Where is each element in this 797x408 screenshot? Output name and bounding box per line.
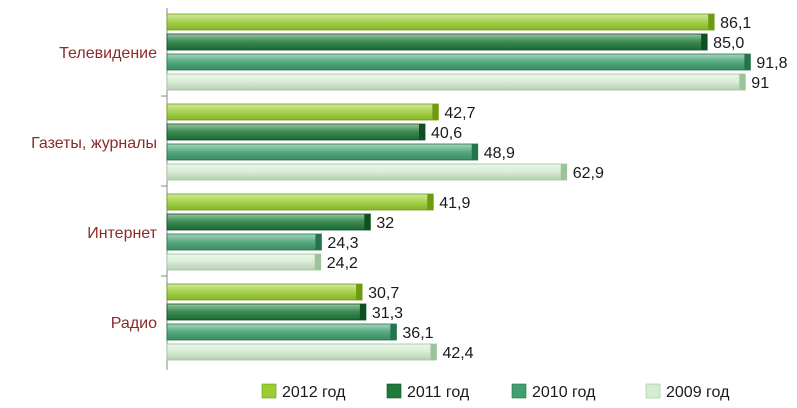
bar-gloss (167, 34, 708, 50)
bar-end-cap (701, 34, 708, 50)
bar-gloss (167, 144, 478, 160)
data-label: 86,1 (720, 15, 751, 32)
bar-end-cap (744, 54, 751, 70)
data-label: 85,0 (713, 35, 744, 52)
bar-end-cap (359, 304, 366, 320)
legend-entry: 2010 год (532, 384, 596, 401)
bar-end-cap (708, 14, 715, 30)
bar-outline (166, 73, 746, 91)
bar (166, 33, 708, 51)
bar-end-cap (427, 194, 434, 210)
bar-outline (166, 103, 439, 121)
data-label: 48,9 (484, 145, 515, 162)
bar-end-cap (432, 104, 439, 120)
data-label: 41,9 (439, 195, 470, 212)
data-label: 30,7 (368, 285, 399, 302)
bar-outline (166, 163, 568, 181)
legend-swatch (645, 383, 661, 399)
bar-gloss (167, 214, 371, 230)
bar-end-cap (419, 124, 426, 140)
bar-gloss (167, 124, 426, 140)
bar-gloss (167, 254, 321, 270)
data-label: 62,9 (573, 165, 604, 182)
bar-outline (166, 53, 751, 71)
legend-swatch (261, 383, 277, 399)
bar-end-cap (560, 164, 567, 180)
category-label: Интернет (87, 225, 157, 242)
bar (166, 303, 367, 321)
bar (166, 213, 371, 231)
bar-gloss (167, 304, 366, 320)
bar (166, 123, 426, 141)
bar-end-cap (315, 234, 322, 250)
bar-end-cap (356, 284, 363, 300)
bar-end-cap (314, 254, 321, 270)
bar-outline (166, 283, 363, 301)
data-label: 31,3 (372, 305, 403, 322)
data-label: 91,8 (756, 55, 787, 72)
bar-gloss (167, 164, 567, 180)
data-label: 24,2 (327, 255, 358, 272)
data-label: 91 (751, 75, 769, 92)
bar (166, 13, 715, 31)
bar-outline (166, 233, 322, 251)
bar-end-cap (390, 324, 397, 340)
bar-gloss (167, 324, 397, 340)
bar-gloss (167, 234, 322, 250)
data-label: 40,6 (431, 125, 462, 142)
data-label: 42,7 (444, 105, 475, 122)
bar-outline (166, 253, 322, 271)
data-label: 36,1 (402, 325, 433, 342)
bar-outline (166, 303, 367, 321)
bar-outline (166, 193, 434, 211)
bar-outline (166, 323, 397, 341)
bar (166, 343, 437, 361)
bar-end-cap (471, 144, 478, 160)
bar-gloss (167, 344, 437, 360)
bar (166, 163, 568, 181)
data-label: 42,4 (442, 345, 473, 362)
bar (166, 253, 322, 271)
bar-outline (166, 13, 715, 31)
legend-swatch (511, 383, 527, 399)
category-label: Газеты, журналы (31, 135, 157, 152)
bar-outline (166, 123, 426, 141)
bar-gloss (167, 14, 715, 30)
bar (166, 73, 746, 91)
legend-swatch (386, 383, 402, 399)
bar-outline (166, 343, 437, 361)
bar (166, 143, 479, 161)
bar-gloss (167, 54, 751, 70)
bar-gloss (167, 194, 434, 210)
bar (166, 323, 397, 341)
data-label: 24,3 (327, 235, 358, 252)
data-label: 32 (376, 215, 394, 232)
bar (166, 193, 434, 211)
bar-outline (166, 143, 479, 161)
bar-end-cap (739, 74, 746, 90)
bar-gloss (167, 104, 439, 120)
category-label: Радио (111, 315, 157, 332)
bar-outline (166, 33, 708, 51)
category-label: Телевидение (59, 45, 157, 62)
legend-entry: 2011 год (407, 384, 470, 401)
bar-end-cap (364, 214, 371, 230)
legend-entry: 2009 год (666, 384, 730, 401)
bar (166, 103, 439, 121)
bar-gloss (167, 74, 746, 90)
bar (166, 233, 322, 251)
bar (166, 53, 751, 71)
bar-outline (166, 213, 371, 231)
bar (166, 283, 363, 301)
bar-gloss (167, 284, 363, 300)
bar-end-cap (430, 344, 437, 360)
legend-entry: 2012 год (282, 384, 346, 401)
